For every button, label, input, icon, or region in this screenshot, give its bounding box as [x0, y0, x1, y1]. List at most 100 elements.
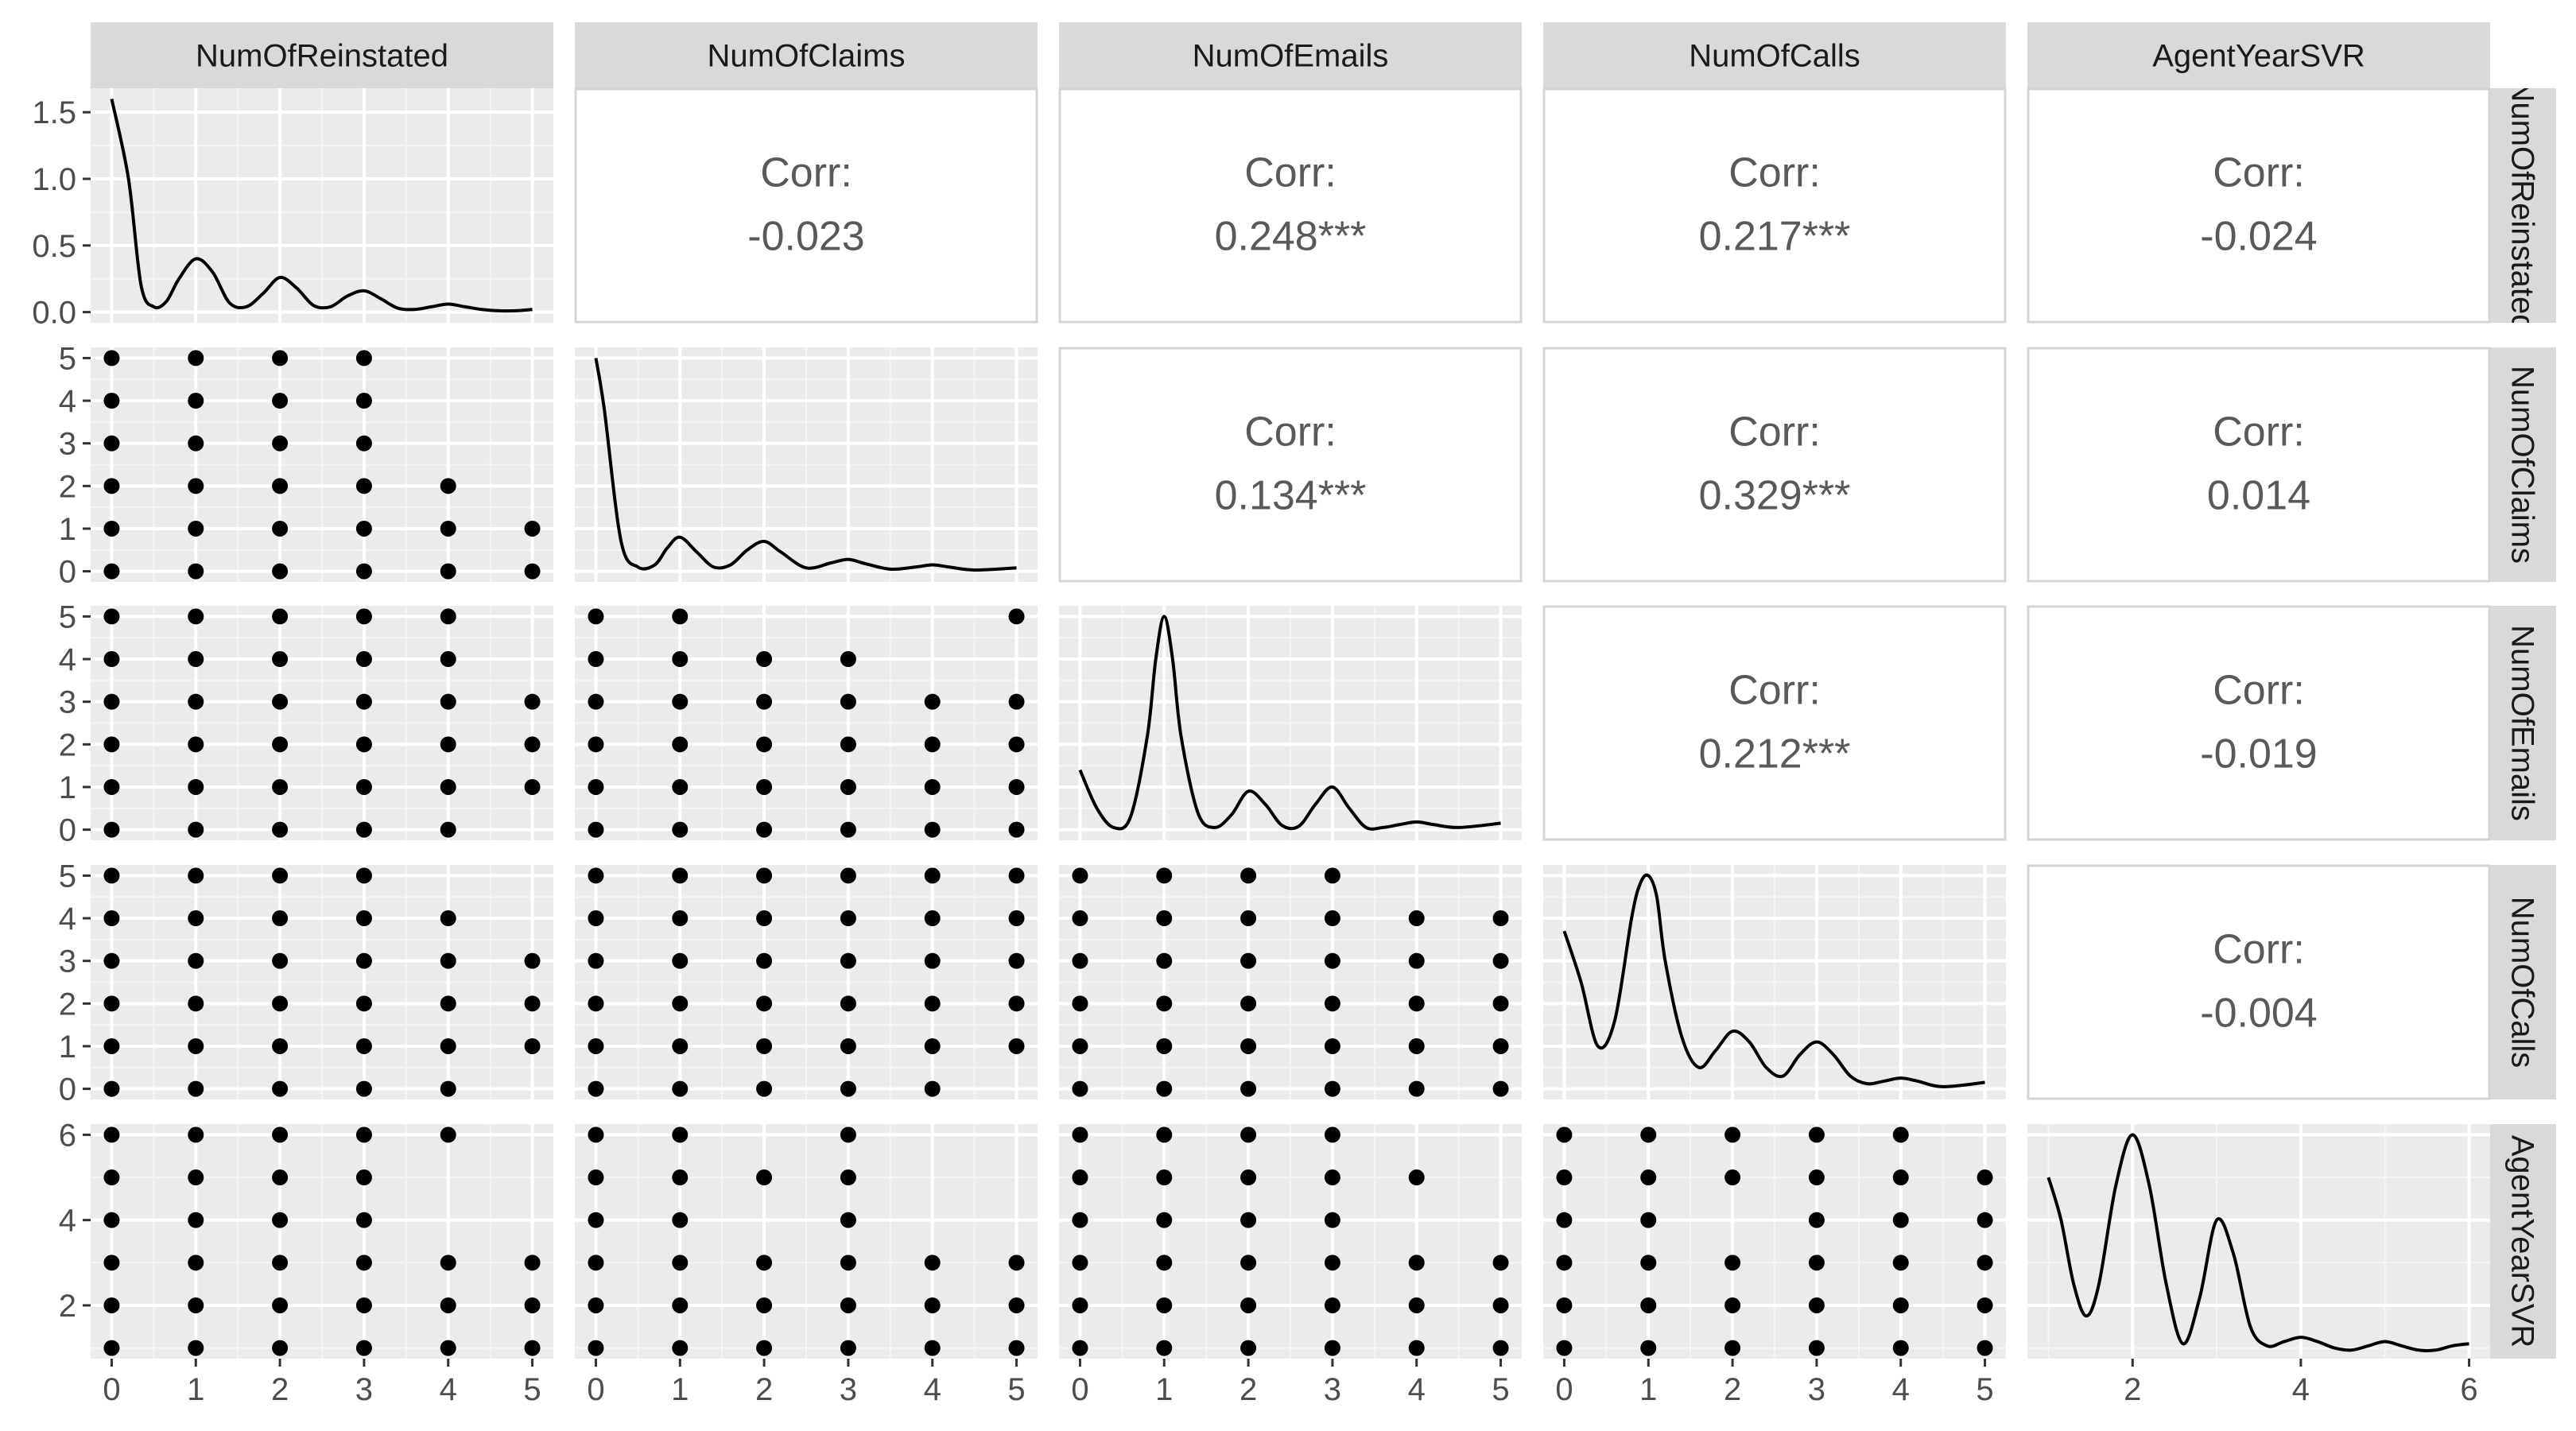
y-tick-label: 3	[59, 685, 76, 720]
scatter-point	[103, 1297, 120, 1313]
scatter-point	[588, 651, 604, 668]
x-tick-label: 5	[1007, 1372, 1025, 1407]
scatter-point	[188, 995, 204, 1012]
scatter-point	[1008, 910, 1025, 927]
scatter-point	[588, 1037, 604, 1054]
scatter-point	[840, 910, 856, 927]
corr-label: Corr:	[2213, 409, 2305, 456]
scatter-point	[1808, 1255, 1825, 1271]
scatter-panel-r4-c0	[91, 1124, 553, 1359]
scatter-point	[1724, 1340, 1741, 1356]
scatter-point	[355, 651, 372, 668]
y-tick-label: 0	[59, 813, 76, 848]
scatter-point	[1240, 910, 1257, 927]
scatter-point	[840, 1127, 856, 1143]
corr-value: -0.019	[2200, 731, 2317, 778]
x-tick-label: 5	[1976, 1372, 1993, 1407]
y-tick-label: 4	[59, 902, 76, 937]
scatter-point	[440, 651, 456, 668]
y-tick-label: 0.0	[32, 296, 76, 331]
scatter-point	[188, 1340, 204, 1356]
scatter-point	[1324, 1340, 1340, 1356]
y-tick-label: 5	[59, 599, 76, 634]
corr-panel-r0-c3: Corr: 0.217***	[1542, 87, 2007, 324]
scatter-point	[1977, 1297, 1993, 1313]
scatter-point	[524, 520, 541, 537]
x-tick-label: 4	[1408, 1372, 1426, 1407]
y-tick-label: 2	[59, 727, 76, 762]
corr-label: Corr:	[2213, 668, 2305, 714]
scatter-point	[1072, 867, 1088, 884]
corr-label: Corr:	[1728, 409, 1821, 456]
y-tick-label: 1.5	[32, 95, 76, 130]
scatter-point	[524, 778, 541, 795]
corr-value: -0.024	[2200, 214, 2317, 260]
scatter-point	[355, 563, 372, 580]
scatter-point	[1156, 1169, 1173, 1186]
scatter-point	[672, 651, 689, 668]
scatter-point	[103, 736, 120, 753]
row-strip-bg	[2489, 88, 2556, 323]
scatter-point	[1240, 1212, 1257, 1228]
row-strip-4: AgentYearSVR	[2489, 1124, 2556, 1359]
scatter-point	[188, 608, 204, 625]
scatter-point	[440, 995, 456, 1012]
scatter-point	[1008, 1037, 1025, 1054]
x-tick-label: 4	[1892, 1372, 1910, 1407]
scatter-point	[188, 693, 204, 710]
scatter-point	[1808, 1340, 1825, 1356]
scatter-point	[188, 393, 204, 409]
corr-panel-r3-c4: Corr: -0.004	[2027, 864, 2491, 1100]
scatter-point	[1072, 1212, 1088, 1228]
scatter-point	[924, 736, 941, 753]
scatter-point	[1892, 1255, 1909, 1271]
scatter-point	[1156, 1297, 1173, 1313]
scatter-point	[272, 435, 289, 452]
scatter-point	[840, 736, 856, 753]
y-tick-label: 5	[59, 341, 76, 376]
scatter-point	[924, 693, 941, 710]
scatter-point	[588, 952, 604, 969]
scatter-point	[1072, 1340, 1088, 1356]
scatter-point	[1240, 1080, 1257, 1097]
scatter-point	[1977, 1340, 1993, 1356]
density-panel-4	[2027, 1124, 2490, 1359]
column-strip-bg	[91, 22, 553, 88]
y-tick-label: 1	[59, 1030, 76, 1065]
scatter-point	[756, 1340, 773, 1356]
x-tick-label: 1	[671, 1372, 689, 1407]
scatter-point	[1156, 1340, 1173, 1356]
scatter-point	[524, 995, 541, 1012]
corr-label: Corr:	[2213, 150, 2305, 196]
corr-panel-border	[1542, 347, 2007, 583]
scatter-point	[588, 778, 604, 795]
scatter-point	[188, 435, 204, 452]
scatter-point	[840, 1297, 856, 1313]
scatter-point	[1640, 1255, 1657, 1271]
scatter-point	[188, 1127, 204, 1143]
scatter-point	[1892, 1340, 1909, 1356]
scatter-point	[588, 867, 604, 884]
scatter-point	[672, 910, 689, 927]
scatter-point	[1240, 1297, 1257, 1313]
x-tick-label: 5	[523, 1372, 541, 1407]
corr-panel-r1-c2: Corr: 0.134***	[1058, 347, 1523, 583]
scatter-point	[756, 867, 773, 884]
scatter-point	[188, 736, 204, 753]
scatter-point	[272, 478, 289, 494]
scatter-point	[524, 1340, 541, 1356]
y-tick-label: 3	[59, 944, 76, 979]
scatter-point	[1556, 1127, 1573, 1143]
scatter-point	[272, 393, 289, 409]
scatter-point	[1072, 1080, 1088, 1097]
x-tick-label: 3	[1808, 1372, 1825, 1407]
scatter-point	[588, 821, 604, 838]
scatter-point	[188, 821, 204, 838]
row-strip-2: NumOfEmails	[2489, 606, 2556, 840]
column-strip-1: NumOfClaims	[575, 22, 1038, 88]
scatter-point	[1008, 736, 1025, 753]
scatter-point	[272, 1340, 289, 1356]
y-axis-row-3: 0 1 2 3 4 5	[59, 859, 91, 1107]
scatter-point	[588, 608, 604, 625]
scatter-point	[188, 520, 204, 537]
